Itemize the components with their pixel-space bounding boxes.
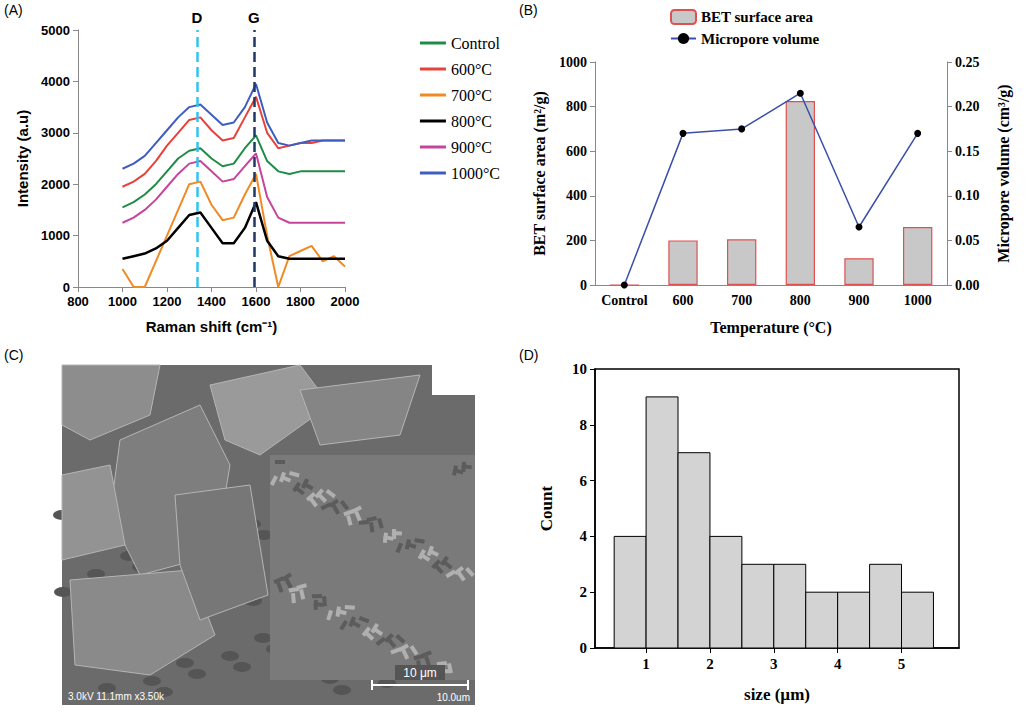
svg-text:1200: 1200 [153,294,182,309]
svg-text:10: 10 [572,361,587,377]
svg-text:700°C: 700°C [451,87,492,104]
svg-text:2: 2 [706,656,714,672]
svg-text:0.20: 0.20 [955,99,980,114]
svg-text:5: 5 [898,656,906,672]
svg-text:BET surface area: BET surface area [701,9,813,25]
svg-text:Control: Control [451,35,500,52]
svg-text:700: 700 [731,293,752,308]
svg-text:8: 8 [580,417,588,433]
svg-text:0.05: 0.05 [955,233,980,248]
svg-text:1000: 1000 [559,55,587,70]
svg-text:Count: Count [537,485,556,531]
svg-text:BET surface area (m²/g): BET surface area (m²/g) [531,91,549,256]
svg-text:1000°C: 1000°C [451,165,500,182]
html-text:(A): (A) [4,2,23,18]
svg-text:1000: 1000 [904,293,932,308]
svg-text:800: 800 [566,99,587,114]
svg-text:5000: 5000 [41,23,70,38]
svg-text:G: G [248,9,260,26]
svg-text:Micropore volume (cm³/g): Micropore volume (cm³/g) [995,84,1013,262]
svg-text:Intensity (a.u): Intensity (a.u) [14,110,31,208]
svg-text:1600: 1600 [242,294,271,309]
svg-text:3000: 3000 [41,125,70,140]
svg-text:0.25: 0.25 [955,55,980,70]
svg-text:0: 0 [580,640,588,656]
svg-text:Raman shift (cm⁻¹): Raman shift (cm⁻¹) [146,318,278,335]
svg-text:0: 0 [580,278,587,293]
svg-text:800: 800 [67,294,89,309]
svg-text:900: 900 [849,293,870,308]
svg-text:Control: Control [601,293,648,308]
svg-text:2000: 2000 [41,177,70,192]
svg-text:size (µm): size (µm) [744,685,810,704]
html-text:(B): (B) [519,2,538,18]
svg-text:0.15: 0.15 [955,144,980,159]
svg-text:0: 0 [63,280,70,295]
svg-text:4000: 4000 [41,74,70,89]
html-text:(C): (C) [4,347,24,363]
svg-text:4: 4 [834,656,842,672]
svg-text:6: 6 [580,473,588,489]
svg-text:2000: 2000 [331,294,360,309]
svg-text:D: D [192,9,203,26]
svg-text:Micropore volume: Micropore volume [701,31,820,47]
svg-text:10 μm: 10 μm [403,666,437,680]
svg-text:3.0kV 11.1mm x3.50k: 3.0kV 11.1mm x3.50k [68,691,165,702]
svg-text:0.10: 0.10 [955,188,980,203]
html-text:(D): (D) [519,347,539,363]
svg-text:600: 600 [673,293,694,308]
svg-text:2: 2 [580,584,588,600]
svg-text:3: 3 [770,656,778,672]
svg-text:1400: 1400 [197,294,226,309]
svg-text:600°C: 600°C [451,61,492,78]
svg-text:1000: 1000 [108,294,137,309]
svg-text:4: 4 [580,528,588,544]
svg-text:800: 800 [790,293,811,308]
svg-text:1800: 1800 [286,294,315,309]
svg-text:0.00: 0.00 [955,278,980,293]
svg-text:10.0um: 10.0um [437,692,470,703]
svg-text:Temperature (°C): Temperature (°C) [710,319,831,337]
svg-text:800°C: 800°C [451,113,492,130]
svg-text:400: 400 [566,188,587,203]
svg-text:200: 200 [566,233,587,248]
svg-text:600: 600 [566,144,587,159]
svg-text:900°C: 900°C [451,139,492,156]
svg-text:1: 1 [642,656,650,672]
svg-text:1000: 1000 [41,228,70,243]
